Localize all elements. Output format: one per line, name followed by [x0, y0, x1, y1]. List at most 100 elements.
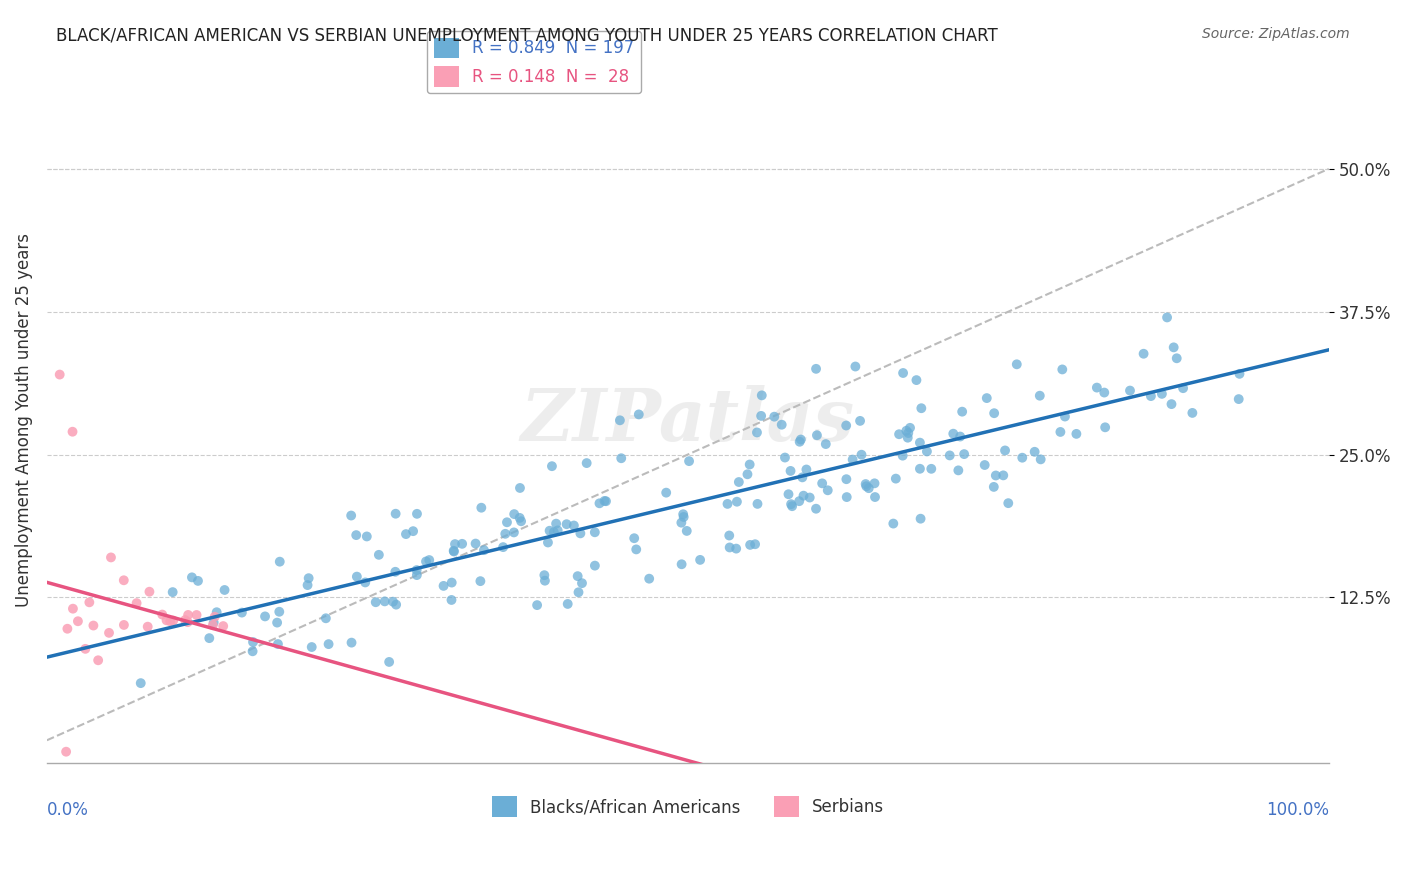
- Point: [897, 431, 920, 445]
- Point: [655, 485, 678, 500]
- Point: [571, 576, 593, 591]
- Point: [780, 499, 803, 513]
- Point: [503, 525, 526, 540]
- Point: [405, 568, 427, 582]
- Point: [494, 526, 516, 541]
- Point: [627, 408, 650, 422]
- Point: [214, 582, 236, 597]
- Point: [567, 585, 589, 599]
- Point: [440, 593, 463, 607]
- Point: [910, 401, 932, 416]
- Point: [897, 425, 920, 440]
- Point: [583, 525, 606, 540]
- Legend: Blacks/African Americans, Serbians: Blacks/African Americans, Serbians: [485, 789, 890, 823]
- Point: [242, 644, 264, 658]
- Point: [155, 613, 177, 627]
- Point: [740, 538, 762, 552]
- Point: [610, 451, 633, 466]
- Point: [891, 449, 914, 463]
- Point: [799, 491, 821, 505]
- Point: [994, 443, 1017, 458]
- Point: [98, 625, 121, 640]
- Point: [301, 640, 323, 654]
- Point: [1171, 381, 1194, 395]
- Point: [790, 433, 813, 447]
- Point: [718, 528, 741, 542]
- Point: [298, 571, 321, 585]
- Point: [953, 447, 976, 461]
- Point: [858, 481, 880, 495]
- Point: [792, 470, 814, 484]
- Point: [908, 435, 931, 450]
- Point: [82, 618, 104, 632]
- Point: [443, 544, 465, 558]
- Point: [855, 477, 877, 491]
- Point: [269, 555, 291, 569]
- Point: [269, 605, 291, 619]
- Point: [346, 569, 368, 583]
- Point: [470, 574, 492, 589]
- Text: BLACK/AFRICAN AMERICAN VS SERBIAN UNEMPLOYMENT AMONG YOUTH UNDER 25 YEARS CORREL: BLACK/AFRICAN AMERICAN VS SERBIAN UNEMPL…: [56, 27, 998, 45]
- Point: [792, 489, 814, 503]
- Point: [718, 541, 741, 555]
- Point: [1227, 392, 1250, 406]
- Point: [533, 568, 555, 582]
- Point: [1132, 347, 1154, 361]
- Point: [725, 494, 748, 508]
- Point: [1049, 425, 1071, 439]
- Point: [575, 456, 598, 470]
- Point: [318, 637, 340, 651]
- Point: [402, 524, 425, 538]
- Point: [595, 494, 617, 508]
- Point: [882, 516, 904, 531]
- Point: [509, 511, 531, 525]
- Point: [789, 434, 811, 449]
- Point: [725, 541, 748, 556]
- Point: [896, 424, 918, 438]
- Point: [382, 595, 405, 609]
- Point: [583, 558, 606, 573]
- Point: [204, 609, 226, 624]
- Point: [443, 544, 465, 558]
- Point: [538, 524, 561, 538]
- Point: [855, 479, 877, 493]
- Point: [863, 490, 886, 504]
- Point: [541, 459, 564, 474]
- Point: [849, 414, 872, 428]
- Point: [186, 607, 208, 622]
- Point: [747, 497, 769, 511]
- Point: [415, 554, 437, 568]
- Point: [406, 507, 429, 521]
- Point: [1163, 340, 1185, 354]
- Point: [254, 609, 277, 624]
- Point: [496, 516, 519, 530]
- Point: [1085, 381, 1108, 395]
- Point: [811, 476, 834, 491]
- Point: [844, 359, 866, 374]
- Point: [470, 500, 492, 515]
- Point: [678, 454, 700, 468]
- Point: [997, 496, 1019, 510]
- Point: [949, 429, 972, 443]
- Point: [1029, 452, 1052, 467]
- Point: [384, 507, 406, 521]
- Point: [440, 575, 463, 590]
- Point: [138, 584, 160, 599]
- Point: [778, 487, 800, 501]
- Point: [806, 428, 828, 442]
- Point: [384, 565, 406, 579]
- Point: [672, 510, 695, 524]
- Point: [526, 598, 548, 612]
- Point: [804, 501, 827, 516]
- Point: [671, 558, 693, 572]
- Point: [905, 373, 928, 387]
- Point: [187, 574, 209, 588]
- Point: [983, 406, 1005, 420]
- Point: [340, 508, 363, 523]
- Point: [202, 615, 225, 630]
- Point: [773, 450, 796, 465]
- Point: [374, 594, 396, 608]
- Point: [1181, 406, 1204, 420]
- Point: [543, 525, 565, 540]
- Point: [672, 508, 695, 522]
